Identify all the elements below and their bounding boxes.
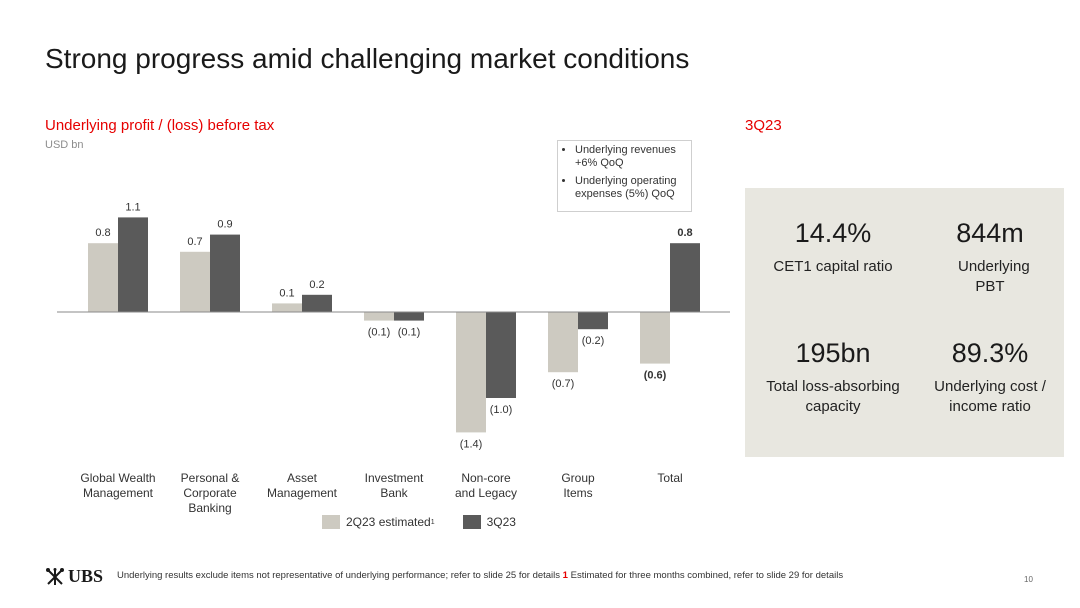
bar-3q23-non-core-and-legacy [486, 312, 516, 398]
bar-2q23-estimated-global-wealth-management [88, 243, 118, 312]
kpi-cost-income-value: 89.3% [910, 338, 1070, 369]
chart-callout: Underlying revenues +6% QoQ Underlying o… [557, 140, 692, 212]
data-label-2q23-estimated-group-items: (0.7) [552, 378, 575, 390]
ubs-logo: UBS [45, 566, 103, 587]
data-label-3q23-total: 0.8 [677, 227, 692, 239]
bar-3q23-asset-management [302, 295, 332, 312]
bar-3q23-investment-bank [394, 312, 424, 321]
category-label-personal-corporate-banking: Personal & Corporate Banking [181, 471, 240, 515]
data-label-3q23-personal-corporate-banking: 0.9 [217, 219, 232, 231]
kpi-panel: 14.4% CET1 capital ratio 844m Underlying… [745, 188, 1064, 457]
data-label-2q23-estimated-total: (0.6) [644, 370, 667, 382]
kpi-underlying-pbt: 844m Underlying PBT [910, 218, 1070, 297]
callout-bullet-revenues: Underlying revenues +6% QoQ [575, 144, 685, 170]
data-label-3q23-investment-bank: (0.1) [398, 327, 421, 339]
bar-2q23-estimated-total [640, 312, 670, 364]
kpi-cost-income-label: Underlying cost / income ratio [910, 377, 1070, 417]
legend-item-2q23: 2Q23 estimated 1 [322, 515, 435, 529]
kpi-tlac-value: 195bn [753, 338, 913, 369]
kpi-tlac: 195bn Total loss-absorbing capacity [753, 338, 913, 417]
legend-label-3q23: 3Q23 [487, 515, 516, 529]
bar-3q23-total [670, 243, 700, 312]
keys-icon [45, 568, 65, 586]
category-label-global-wealth-management: Global Wealth Management [80, 471, 155, 500]
footer-note-text: Underlying results exclude items not rep… [117, 570, 560, 581]
kpi-panel-title: 3Q23 [745, 117, 782, 134]
bar-2q23-estimated-asset-management [272, 303, 302, 312]
bar-2q23-estimated-personal-corporate-banking [180, 252, 210, 312]
bar-2q23-estimated-non-core-and-legacy [456, 312, 486, 432]
kpi-underlying-pbt-label: Underlying PBT [910, 257, 1070, 297]
bar-chart: 0.8 1.1 Global Wealth Management 0.7 0.9 Perso… [0, 0, 740, 520]
data-label-3q23-asset-management: 0.2 [309, 279, 324, 291]
kpi-underlying-pbt-value: 844m [910, 218, 1070, 249]
category-label-asset-management: Asset Management [267, 471, 338, 500]
data-label-3q23-global-wealth-management: 1.1 [125, 201, 140, 213]
legend-footnote-marker: 1 [431, 519, 435, 526]
kpi-cost-income: 89.3% Underlying cost / income ratio [910, 338, 1070, 417]
footnote-text: Estimated for three months combined, ref… [571, 570, 843, 581]
callout-bullet-expenses: Underlying operating expenses (5%) QoQ [575, 175, 685, 201]
kpi-cet1: 14.4% CET1 capital ratio [753, 218, 913, 277]
bar-3q23-global-wealth-management [118, 217, 148, 312]
ubs-logo-text: UBS [68, 566, 103, 587]
kpi-cet1-value: 14.4% [753, 218, 913, 249]
bar-2q23-estimated-group-items [548, 312, 578, 372]
category-label-group-items: Group Items [561, 471, 595, 500]
legend-label-2q23: 2Q23 estimated [346, 515, 431, 529]
kpi-tlac-label: Total loss-absorbing capacity [753, 377, 913, 417]
page-number: 10 [1024, 575, 1033, 584]
category-label-total: Total [657, 471, 682, 485]
chart-legend: 2Q23 estimated 1 3Q23 [322, 515, 544, 529]
category-label-investment-bank: Investment Bank [365, 471, 424, 500]
bar-2q23-estimated-investment-bank [364, 312, 394, 321]
data-label-2q23-estimated-investment-bank: (0.1) [368, 327, 391, 339]
footnote-marker: 1 [563, 570, 568, 581]
kpi-cet1-label: CET1 capital ratio [753, 257, 913, 277]
data-label-3q23-non-core-and-legacy: (1.0) [490, 404, 513, 416]
category-label-non-core-and-legacy: Non-core and Legacy [455, 471, 517, 500]
data-label-2q23-estimated-asset-management: 0.1 [279, 287, 294, 299]
data-label-3q23-group-items: (0.2) [582, 335, 605, 347]
bar-3q23-personal-corporate-banking [210, 235, 240, 312]
legend-item-3q23: 3Q23 [463, 515, 516, 529]
data-label-2q23-estimated-personal-corporate-banking: 0.7 [187, 236, 202, 248]
bar-3q23-group-items [578, 312, 608, 329]
legend-swatch-3q23 [463, 515, 481, 529]
footer-note: Underlying results exclude items not rep… [117, 570, 843, 581]
data-label-2q23-estimated-non-core-and-legacy: (1.4) [460, 438, 483, 450]
legend-swatch-2q23 [322, 515, 340, 529]
data-label-2q23-estimated-global-wealth-management: 0.8 [95, 227, 110, 239]
